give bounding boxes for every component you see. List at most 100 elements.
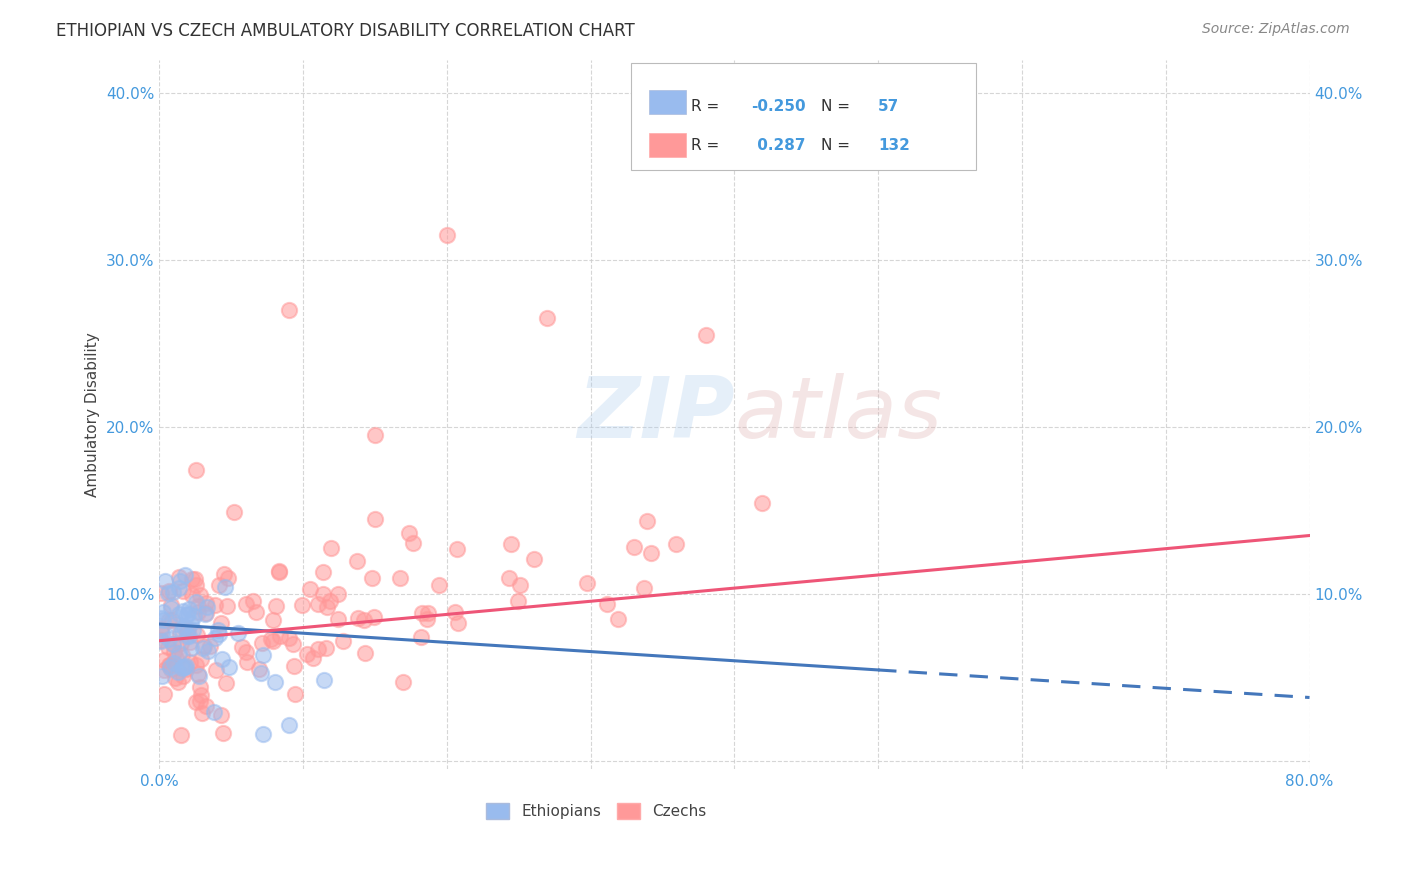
Point	[152, 605, 174, 619]
Point	[247, 662, 270, 676]
Point	[250, 666, 273, 681]
FancyBboxPatch shape	[650, 133, 686, 157]
Point	[156, 640, 179, 655]
Point	[636, 515, 658, 529]
Point	[215, 599, 238, 613]
Point	[207, 623, 229, 637]
Point	[179, 635, 201, 649]
Point	[204, 599, 226, 613]
Point	[363, 610, 385, 624]
Point	[278, 631, 301, 645]
Point	[184, 595, 207, 609]
Point	[162, 585, 184, 599]
Point	[179, 602, 201, 616]
Point	[235, 645, 257, 659]
Point	[281, 637, 304, 651]
Point	[751, 496, 773, 510]
Point	[214, 567, 236, 582]
Point	[194, 607, 217, 621]
Point	[277, 718, 299, 732]
Point	[184, 695, 207, 709]
Point	[150, 633, 173, 648]
Point	[222, 505, 245, 519]
Point	[499, 537, 522, 551]
Text: 0.287: 0.287	[752, 137, 806, 153]
Text: 57: 57	[879, 99, 900, 113]
Point	[226, 626, 249, 640]
Point	[157, 613, 180, 627]
Point	[307, 642, 329, 657]
Point	[174, 567, 197, 582]
Point	[623, 541, 645, 555]
Point	[162, 637, 184, 651]
Point	[176, 607, 198, 622]
Point	[176, 630, 198, 644]
Point	[245, 606, 267, 620]
Point	[195, 596, 218, 610]
Point	[346, 554, 368, 568]
Point	[523, 552, 546, 566]
Point	[176, 624, 198, 638]
Point	[364, 512, 387, 526]
Point	[194, 606, 217, 620]
Point	[328, 586, 350, 600]
Point	[263, 634, 285, 648]
Point	[183, 608, 205, 623]
Point	[235, 597, 257, 611]
Point	[157, 583, 180, 598]
Point	[149, 586, 172, 600]
Point	[195, 698, 218, 713]
Text: 132: 132	[879, 137, 910, 153]
Point	[263, 675, 285, 690]
Point	[209, 615, 232, 630]
Point	[190, 688, 212, 702]
Point	[299, 582, 322, 596]
Point	[160, 613, 183, 627]
Point	[209, 708, 232, 723]
Point	[157, 632, 180, 647]
Point	[353, 646, 375, 660]
Point	[153, 664, 176, 678]
Point	[149, 634, 172, 648]
Point	[172, 623, 194, 637]
FancyBboxPatch shape	[650, 90, 686, 114]
Point	[202, 705, 225, 719]
Point	[159, 658, 181, 673]
Point	[398, 526, 420, 541]
Point	[177, 630, 200, 644]
Point	[156, 586, 179, 600]
Point	[190, 652, 212, 666]
Point	[498, 571, 520, 585]
Point	[361, 571, 384, 585]
Point	[217, 571, 239, 585]
Text: R =: R =	[690, 99, 724, 113]
Text: ETHIOPIAN VS CZECH AMBULATORY DISABILITY CORRELATION CHART: ETHIOPIAN VS CZECH AMBULATORY DISABILITY…	[56, 22, 636, 40]
Point	[187, 599, 209, 613]
Point	[402, 536, 425, 550]
Point	[665, 537, 688, 551]
Point	[277, 303, 299, 318]
Point	[159, 660, 181, 674]
Point	[152, 669, 174, 683]
Point	[197, 643, 219, 657]
Point	[269, 629, 291, 643]
Point	[332, 633, 354, 648]
Point	[186, 657, 208, 672]
Point	[188, 680, 211, 694]
Point	[172, 661, 194, 675]
Text: N =: N =	[821, 99, 855, 113]
Point	[312, 587, 335, 601]
Point	[218, 660, 240, 674]
Point	[252, 727, 274, 741]
Point	[170, 636, 193, 650]
Point	[640, 546, 662, 560]
Point	[169, 581, 191, 595]
Point	[267, 564, 290, 578]
Point	[187, 669, 209, 683]
Point	[169, 626, 191, 640]
Point	[195, 599, 218, 614]
Point	[315, 640, 337, 655]
Point	[188, 588, 211, 602]
Point	[416, 612, 439, 626]
Point	[153, 687, 176, 701]
